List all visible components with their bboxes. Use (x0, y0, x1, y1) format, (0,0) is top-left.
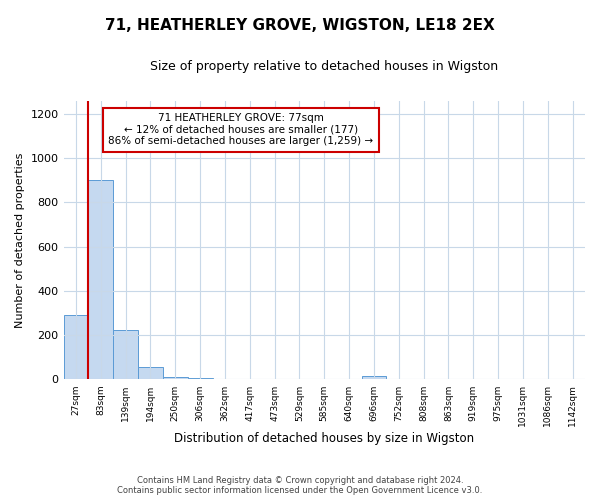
Text: 71, HEATHERLEY GROVE, WIGSTON, LE18 2EX: 71, HEATHERLEY GROVE, WIGSTON, LE18 2EX (105, 18, 495, 32)
Text: Contains HM Land Registry data © Crown copyright and database right 2024.
Contai: Contains HM Land Registry data © Crown c… (118, 476, 482, 495)
Bar (138, 368, 163, 380)
Title: Size of property relative to detached houses in Wigston: Size of property relative to detached ho… (150, 60, 499, 73)
Bar (88, 180, 113, 380)
Bar (163, 377, 188, 380)
Bar (64, 316, 88, 380)
Bar (212, 379, 238, 380)
X-axis label: Distribution of detached houses by size in Wigston: Distribution of detached houses by size … (174, 432, 475, 445)
Bar (362, 376, 386, 380)
Bar (188, 378, 212, 380)
Text: 71 HEATHERLEY GROVE: 77sqm
← 12% of detached houses are smaller (177)
86% of sem: 71 HEATHERLEY GROVE: 77sqm ← 12% of deta… (108, 113, 373, 146)
Y-axis label: Number of detached properties: Number of detached properties (15, 152, 25, 328)
Bar (113, 330, 138, 380)
